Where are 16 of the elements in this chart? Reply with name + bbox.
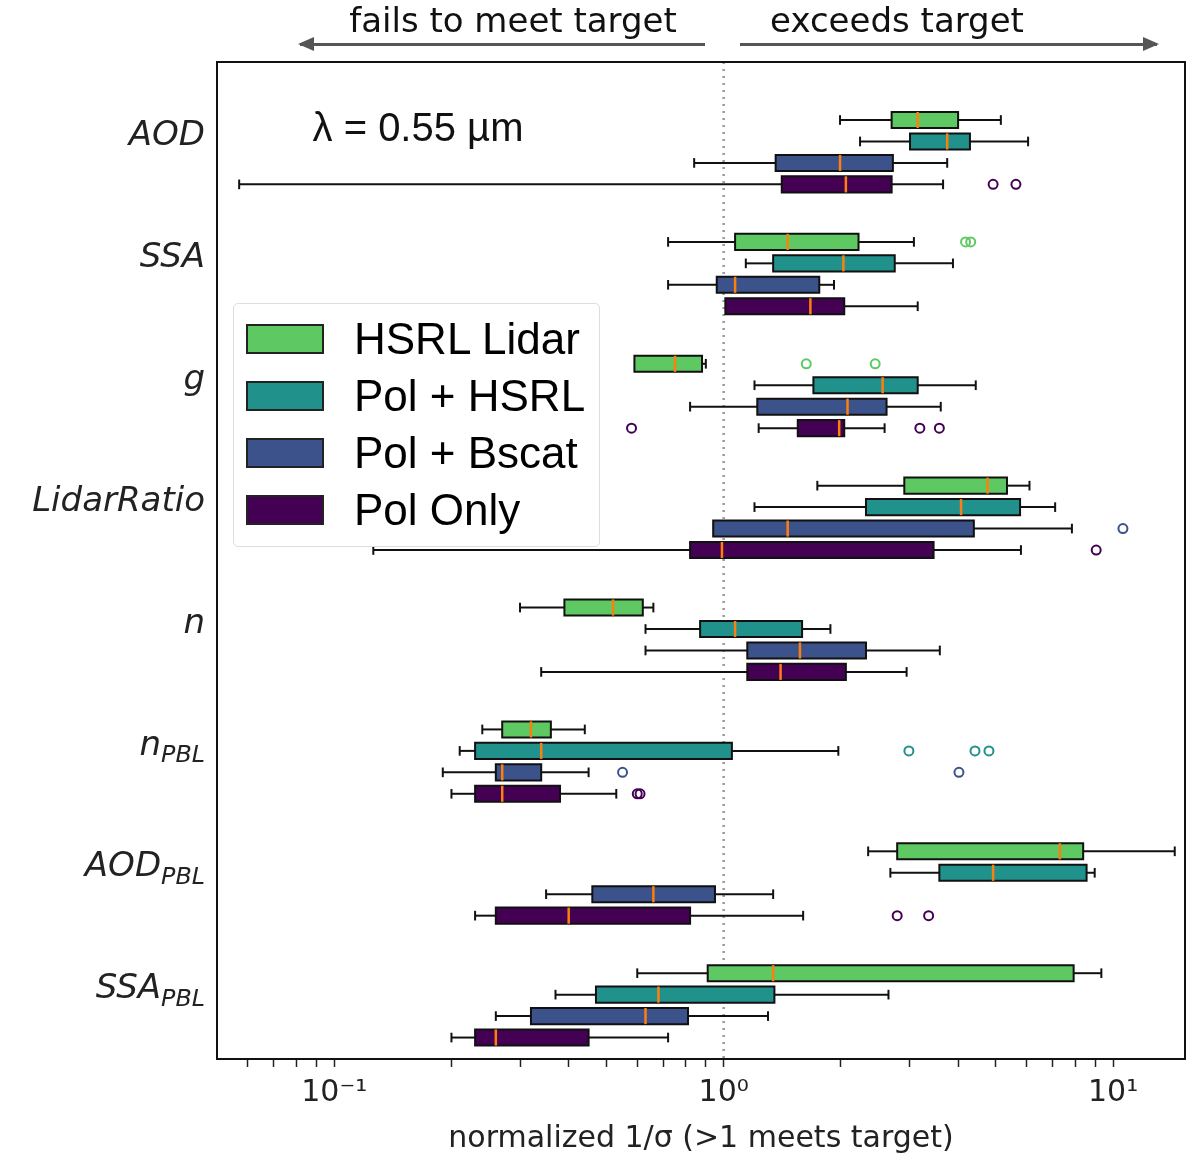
annotation: λ = 0.55 µm [312, 105, 524, 150]
y-tick-label: g [183, 356, 206, 397]
x-tick-label: 10⁰ [698, 1072, 749, 1108]
y-tick-label: n [183, 600, 206, 641]
legend-label: Pol + Bscat [354, 427, 578, 478]
legend-label: Pol + HSRL [354, 370, 586, 421]
y-tick-label: SSA [139, 235, 206, 276]
legend-label: HSRL Lidar [354, 313, 580, 364]
x-tick-label: 10⁻¹ [301, 1072, 368, 1108]
text: exceeds target [770, 0, 1024, 40]
text: fails to meet target [349, 0, 677, 40]
x-axis-title: normalized 1/σ (>1 meets target) [448, 1118, 954, 1154]
x-tick-label: 10¹ [1087, 1072, 1139, 1108]
legend-label: Pol Only [354, 484, 521, 535]
y-tick-label: LidarRatio [32, 478, 206, 519]
y-tick-label: AOD [126, 113, 205, 154]
